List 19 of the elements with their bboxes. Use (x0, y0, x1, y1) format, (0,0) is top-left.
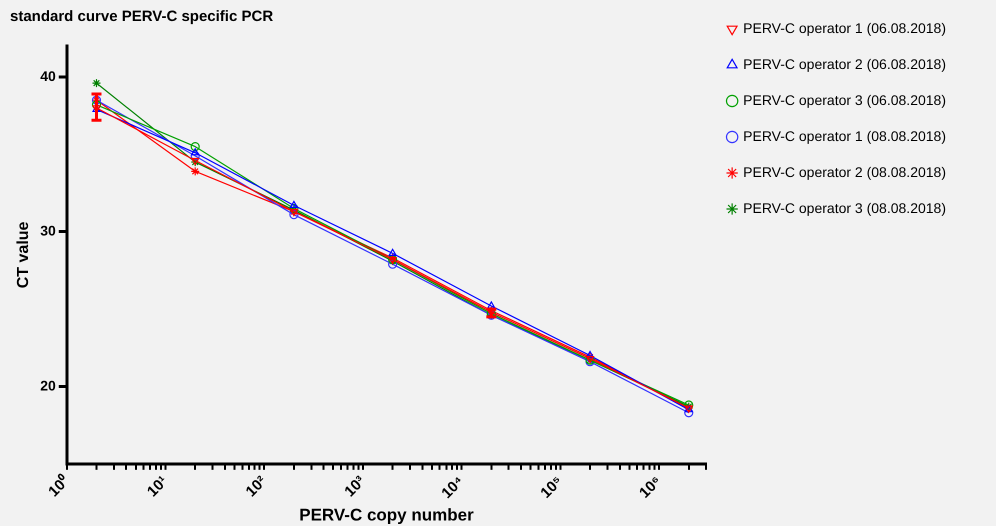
legend-label: PERV-C operator 1 (08.08.2018) (743, 128, 946, 144)
x-tick-label: 10⁵ (537, 472, 566, 502)
x-tick-label: 10² (242, 472, 270, 500)
x-tick-label: 10³ (341, 472, 369, 500)
legend-label: PERV-C operator 2 (08.08.2018) (743, 164, 946, 180)
legend-label: PERV-C operator 3 (08.08.2018) (743, 200, 946, 216)
x-tick-label: 10⁴ (438, 472, 468, 502)
x-axis-title: PERV-C copy number (299, 505, 474, 524)
x-tick-label: 10⁶ (636, 472, 665, 502)
chart-title: standard curve PERV-C specific PCR (10, 8, 274, 26)
legend-label: PERV-C operator 3 (06.08.2018) (743, 92, 946, 108)
legend-label: PERV-C operator 1 (06.08.2018) (743, 20, 946, 36)
y-axis-title: CT value (15, 221, 32, 288)
y-tick-label: 30 (40, 222, 56, 239)
y-tick-label: 40 (40, 68, 56, 84)
legend-label: PERV-C operator 2 (06.08.2018) (743, 56, 946, 72)
x-tick-label: 10¹ (144, 472, 172, 500)
y-tick-label: 20 (40, 377, 56, 394)
x-tick-label: 10⁰ (44, 472, 74, 500)
